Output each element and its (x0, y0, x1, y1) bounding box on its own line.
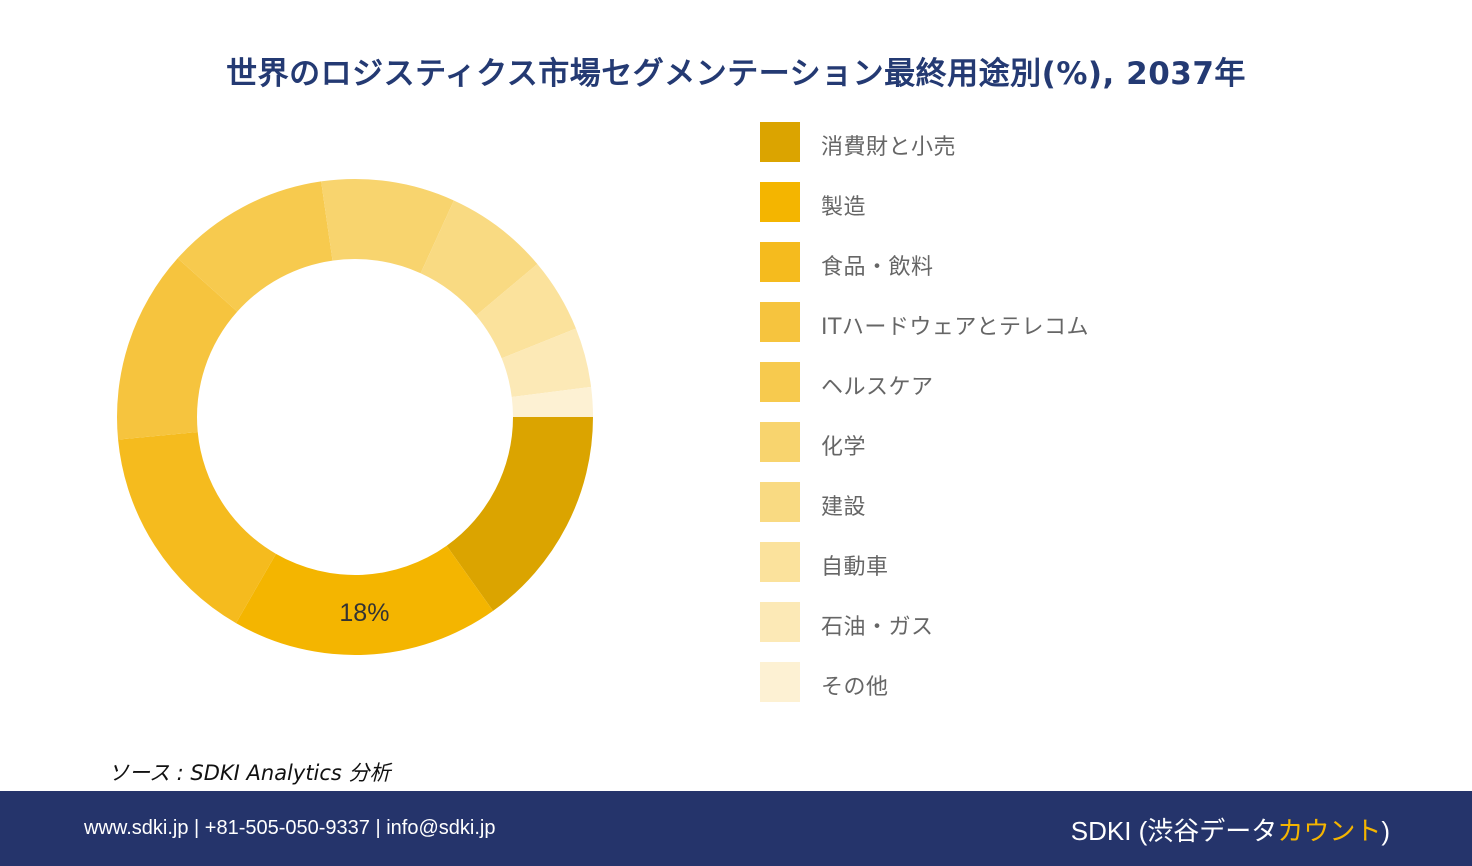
donut-slice-2 (118, 432, 276, 624)
legend-swatch (760, 122, 800, 162)
legend-label: ITハードウェアとテレコム (821, 315, 1089, 340)
footer-bar: www.sdki.jp | +81-505-050-9337 | info@sd… (0, 791, 1472, 866)
source-note: ソース : SDKI Analytics 分析 (108, 761, 391, 785)
brand-accent: カウント (1277, 816, 1382, 846)
legend-label: ヘルスケア (821, 375, 934, 400)
brand-prefix: SDKI (渋谷データ (1070, 816, 1278, 846)
legend-swatch (760, 182, 800, 222)
footer-contact: www.sdki.jp | +81-505-050-9337 | info@sd… (84, 817, 496, 839)
legend-swatch (760, 422, 800, 462)
donut-slice-5 (321, 179, 454, 274)
legend-label: 食品・飲料 (821, 255, 934, 280)
legend-label: その他 (821, 675, 889, 700)
legend-label: 自動車 (821, 555, 889, 580)
chart-title: 世界のロジスティクス市場セグメンテーション最終用途別(%), 2037年 (226, 56, 1246, 92)
donut-slice-7 (476, 264, 576, 359)
legend-swatch (760, 662, 800, 702)
legend-swatch (760, 482, 800, 522)
legend-swatch (760, 302, 800, 342)
donut-slice-0 (446, 417, 593, 611)
donut-slice-8 (501, 328, 592, 397)
legend-label: 建設 (821, 495, 867, 520)
footer-brand: SDKI (渋谷データカウント) (1071, 811, 1390, 848)
donut-slice-3 (117, 258, 238, 440)
donut-slice-1 (236, 545, 494, 655)
donut-slice-4 (177, 181, 333, 312)
legend-swatch (760, 362, 800, 402)
legend-swatch (760, 242, 800, 282)
legend-label: 製造 (821, 195, 867, 220)
legend-swatch (760, 602, 800, 642)
donut-slice-9 (511, 386, 593, 417)
legend-swatch (760, 542, 800, 582)
donut-chart: 18% (117, 179, 593, 655)
donut-slice-6 (420, 200, 538, 316)
legend-label: 石油・ガス (821, 615, 934, 640)
legend-label: 消費財と小売 (821, 135, 957, 160)
slice-data-label: 18% (339, 599, 389, 627)
legend-label: 化学 (821, 435, 867, 460)
brand-suffix: ) (1381, 816, 1390, 846)
